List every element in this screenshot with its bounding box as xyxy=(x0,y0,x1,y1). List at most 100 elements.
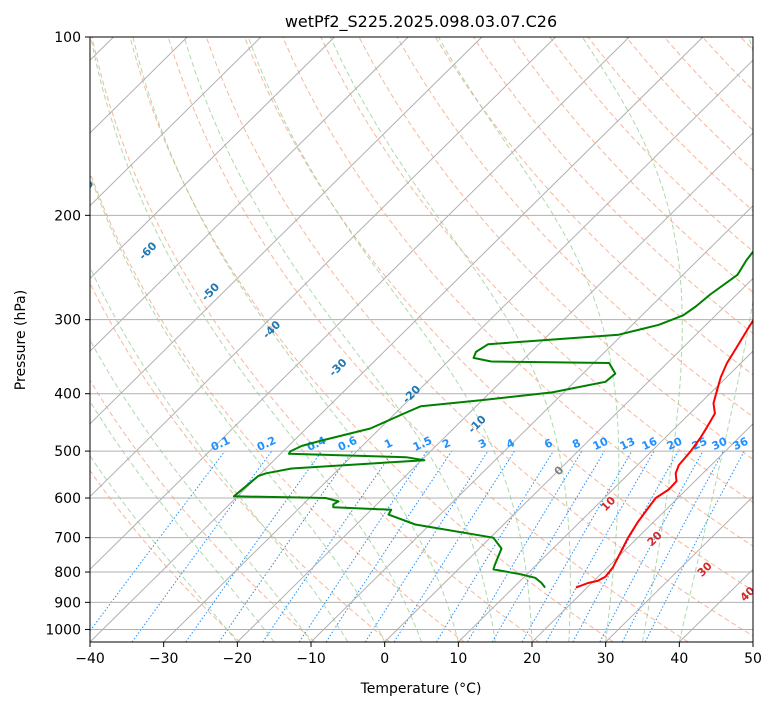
dry-adiabat-line xyxy=(702,37,753,91)
x-tick-label: 20 xyxy=(523,651,541,667)
mixing-ratio-label: 30 xyxy=(710,435,730,453)
isotherm-label: -20 xyxy=(400,383,423,406)
mixing-ratio-label: 16 xyxy=(640,435,660,453)
y-tick-label: 300 xyxy=(54,313,81,329)
isotherm-label: -60 xyxy=(136,239,159,262)
dry-adiabat-line xyxy=(472,37,753,334)
isotherm-line xyxy=(752,641,753,642)
mixing-ratio-line xyxy=(325,450,453,642)
dewpoint-profile-line xyxy=(232,250,753,589)
y-tick-label: 100 xyxy=(54,30,81,46)
isotherm-label: -70 xyxy=(73,177,96,200)
temperature-profile-line xyxy=(575,318,753,589)
background-lines xyxy=(90,37,753,642)
moist-adiabat-line xyxy=(90,173,386,642)
mixing-ratio-label: 2 xyxy=(440,436,452,451)
isotherm-label: 20 xyxy=(645,529,665,549)
isotherm-line xyxy=(531,423,753,642)
dry-adiabat-line xyxy=(320,37,753,504)
isotherm-line xyxy=(90,37,262,207)
isotherm-line xyxy=(90,37,556,498)
y-tick-label: 400 xyxy=(54,387,81,403)
moist-adiabat-line xyxy=(581,37,683,642)
moist-adiabat-line xyxy=(437,37,620,642)
dry-adiabat-line xyxy=(167,37,689,642)
isotherm-line xyxy=(236,132,753,642)
moist-adiabat-line xyxy=(183,37,496,642)
dry-adiabat-line xyxy=(740,37,753,51)
mixing-ratio-label: 1 xyxy=(382,436,394,451)
dry-adiabat-line xyxy=(90,469,241,642)
moist-adiabat-line xyxy=(329,37,571,642)
x-tick-label: −40 xyxy=(75,651,105,667)
isotherm-line xyxy=(90,37,335,280)
y-tick-label: 600 xyxy=(54,491,81,507)
y-axis: 1000 900 800 700 600 500 400 300 200 100 xyxy=(45,30,90,638)
y-tick-label: 500 xyxy=(54,444,81,460)
moist-adiabat-line xyxy=(90,37,422,642)
isotherm-label: -50 xyxy=(199,280,222,303)
y-tick-label: 800 xyxy=(54,565,81,581)
mixing-ratio-label: 10 xyxy=(591,435,611,453)
isotherm-line xyxy=(90,37,483,425)
isotherm-label: 40 xyxy=(738,584,758,604)
mixing-ratio-label: 36 xyxy=(731,435,751,453)
mixing-ratio-line xyxy=(644,450,745,642)
moist-adiabat-line xyxy=(90,400,275,642)
dry-adiabat-line xyxy=(244,37,753,592)
dry-adiabat-line xyxy=(90,171,465,642)
x-tick-label: 40 xyxy=(670,651,688,667)
isotherm-line xyxy=(605,495,753,642)
dry-adiabat-line xyxy=(511,37,753,293)
mixing-ratio-line xyxy=(621,450,724,642)
mixing-ratio-label: 13 xyxy=(618,435,637,453)
y-axis-label: Pressure (hPa) xyxy=(13,290,29,390)
isotherm-label: -40 xyxy=(260,318,283,341)
mixing-ratio-line xyxy=(572,450,679,642)
dry-adiabat-line xyxy=(282,37,753,547)
dry-adiabat-line xyxy=(90,281,390,642)
isotherm-line xyxy=(310,204,753,642)
isotherm-label: 10 xyxy=(598,494,618,514)
mixing-ratio-line xyxy=(185,450,323,642)
y-tick-label: 900 xyxy=(54,595,81,611)
isotherm-line xyxy=(384,277,753,642)
isotherm-line xyxy=(457,350,753,642)
x-tick-label: 0 xyxy=(380,651,389,667)
mixing-ratio-label: 25 xyxy=(690,435,709,453)
dry-adiabat-line xyxy=(91,37,540,642)
mixing-ratio-line xyxy=(90,450,226,632)
mixing-ratio-line xyxy=(435,450,554,642)
isotherm-label: -80 xyxy=(30,130,53,153)
isotherm-line xyxy=(90,37,704,642)
mixing-ratio-line xyxy=(467,450,583,642)
mixing-ratio-line xyxy=(262,450,394,642)
moist-adiabat-line xyxy=(247,37,533,642)
isotherm-label: -30 xyxy=(326,356,349,379)
isotherm-label: -90 xyxy=(0,90,7,113)
x-axis-label: Temperature (°C) xyxy=(360,681,482,697)
moist-adiabat-line xyxy=(132,37,459,642)
dry-adiabat-line xyxy=(434,37,753,376)
mixing-ratio-label: 8 xyxy=(570,436,582,451)
mixing-ratio-line xyxy=(218,450,354,642)
sounding-profiles xyxy=(232,250,753,589)
mixing-ratio-line xyxy=(599,450,704,642)
mixing-ratio-label: 6 xyxy=(542,436,555,451)
dry-adiabat-line xyxy=(396,37,753,418)
moist-adiabat-line xyxy=(678,37,753,642)
chart-title: wetPf2_S225.2025.098.03.07.C26 xyxy=(285,12,557,32)
x-tick-label: 50 xyxy=(744,651,762,667)
x-axis: −40 −30 −20 −10 0 10 20 30 40 50 xyxy=(75,642,762,667)
mixing-ratio-label: 20 xyxy=(665,435,685,453)
mixing-ratio-line xyxy=(393,450,515,642)
isotherm-line xyxy=(90,37,630,570)
moist-adiabat-line xyxy=(90,266,349,642)
isotherm-line xyxy=(163,59,753,642)
y-tick-label: 700 xyxy=(54,531,81,547)
dry-adiabat-line xyxy=(205,37,753,637)
dry-adiabat-line xyxy=(663,37,753,131)
x-tick-label: 30 xyxy=(597,651,615,667)
x-tick-label: −30 xyxy=(149,651,179,667)
